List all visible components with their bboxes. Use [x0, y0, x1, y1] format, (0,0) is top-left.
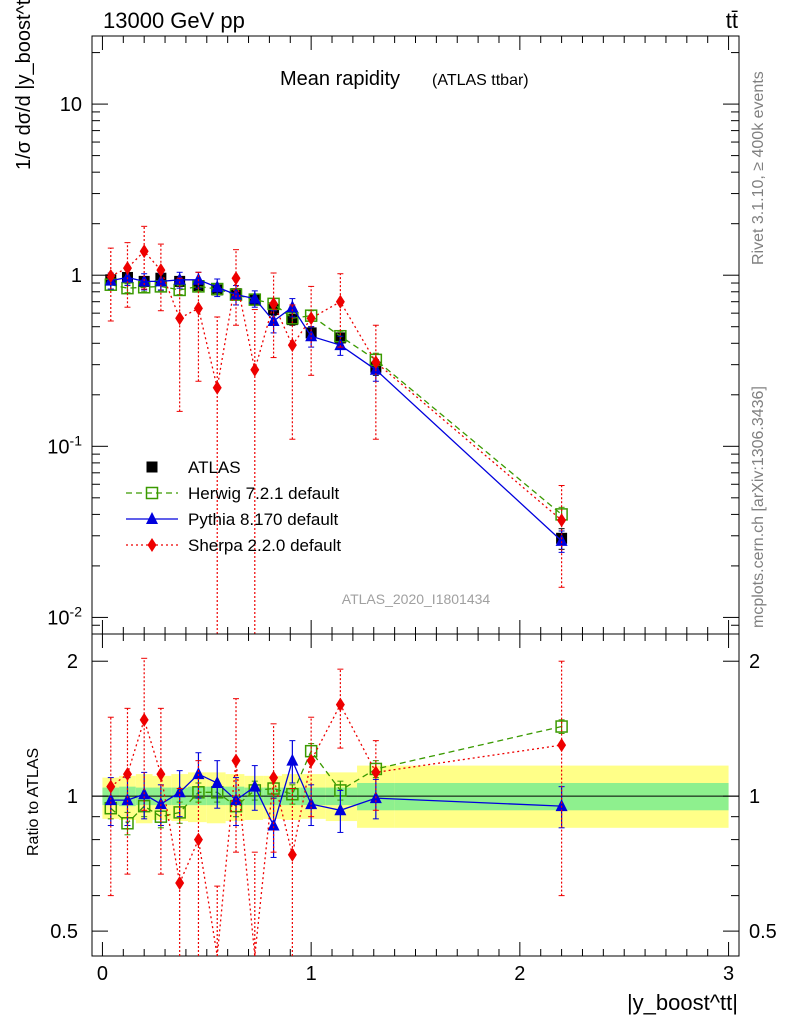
sherpa-data-point	[139, 244, 149, 259]
legend-marker-pythia	[146, 512, 158, 524]
sherpa-data-point	[122, 767, 132, 782]
pythia-data-point	[192, 767, 205, 780]
legend-marker-atlas	[146, 461, 158, 473]
pythia-data-point	[154, 274, 167, 287]
legend-label-atlas: ATLAS	[188, 458, 241, 477]
main-subtitle: (ATLAS ttbar)	[432, 72, 529, 89]
y-tick-label-right: 2	[749, 651, 760, 673]
sherpa-data-point	[371, 765, 381, 780]
sherpa-data-point	[250, 362, 260, 377]
sherpa-data-point	[269, 296, 279, 311]
y-tick-label: 0.5	[50, 921, 78, 943]
pythia-data-point	[555, 799, 568, 812]
pythia-data-point	[334, 803, 347, 816]
x-axis-label: |y_boost^tt|	[627, 990, 738, 1015]
pythia-data-point	[121, 793, 134, 806]
herwig-series-line	[110, 284, 563, 515]
ratio-ylabel: Ratio to ATLAS	[25, 748, 42, 856]
y-tick-label: 10-2	[47, 603, 82, 629]
sherpa-data-point	[306, 311, 316, 326]
sherpa-data-point	[231, 271, 241, 286]
pythia-data-point	[248, 291, 261, 304]
sherpa-data-point	[175, 311, 185, 326]
process-label: tt̄	[726, 8, 738, 33]
legend-marker-sherpa	[147, 538, 157, 552]
pythia-data-point	[230, 287, 243, 300]
pythia-data-point	[211, 775, 224, 788]
main-ylabel: 1/σ dσ/d |y_boost^tt|	[13, 0, 35, 170]
sherpa-data-point	[269, 770, 279, 785]
y-tick-label-right: 1	[749, 786, 760, 808]
sherpa-data-point	[231, 753, 241, 768]
pythia-data-point	[248, 779, 261, 792]
y-tick-label-right: 0.5	[749, 921, 777, 943]
sherpa-data-point	[287, 847, 297, 862]
mcplots-label: mcplots.cern.ch [arXiv:1306.3436]	[750, 386, 767, 628]
pythia-data-point	[211, 280, 224, 293]
x-tick-label: 3	[723, 963, 734, 985]
pythia-data-point	[154, 797, 167, 810]
main-ylabel-text: 1/σ dσ/d |y_boost^tt|	[13, 0, 35, 170]
y-tick-label: 10	[60, 94, 82, 116]
pythia-data-point	[267, 818, 280, 831]
sherpa-data-point	[306, 753, 316, 768]
herwig-data-point	[555, 720, 568, 733]
ratio-panel: 0 1 2 3 0.5 0.5 1 1 2 2 Ratio to ATLAS	[25, 633, 777, 985]
pythia-data-point	[192, 272, 205, 285]
pythia-data-point	[121, 270, 134, 283]
sherpa-data-point	[122, 261, 132, 276]
y-tick-label: 2	[67, 651, 78, 673]
x-tick-label: 0	[97, 963, 108, 985]
sherpa-data-point	[106, 779, 116, 794]
pythia-data-point	[555, 533, 568, 546]
sherpa-data-point	[139, 712, 149, 727]
legend-label-sherpa: Sherpa 2.2.0 default	[188, 536, 341, 555]
sherpa-data-point	[335, 294, 345, 309]
sherpa-data-point	[156, 263, 166, 278]
sherpa-data-point	[287, 338, 297, 353]
legend-label-herwig: Herwig 7.2.1 default	[188, 484, 339, 503]
legend-label-pythia: Pythia 8.170 default	[188, 510, 339, 529]
energy-label: 13000 GeV pp	[103, 8, 245, 33]
y-tick-label: 10-1	[47, 432, 82, 458]
y-tick-label: 1	[71, 265, 82, 287]
legend: ATLAS Herwig 7.2.1 default Pythia 8.170 de…	[126, 458, 341, 555]
sherpa-data-point	[193, 301, 203, 316]
pythia-data-point	[286, 753, 299, 766]
sherpa-series-line	[110, 250, 563, 521]
sherpa-data-point	[557, 513, 567, 528]
x-tick-label: 1	[306, 963, 317, 985]
analysis-watermark: ATLAS_2020_I1801434	[342, 591, 491, 607]
x-tick-label: 2	[514, 963, 525, 985]
sherpa-data-point	[156, 767, 166, 782]
y-tick-label: 1	[67, 786, 78, 808]
sherpa-data-point	[193, 832, 203, 847]
sherpa-data-point	[106, 268, 116, 283]
sherpa-data-point	[335, 697, 345, 712]
sherpa-data-point	[212, 380, 222, 395]
legend-marker-herwig	[145, 486, 159, 500]
sherpa-data-point	[557, 738, 567, 753]
rivet-label: Rivet 3.1.10, ≥ 400k events	[750, 71, 767, 265]
sherpa-data-point	[371, 355, 381, 370]
main-title: Mean rapidity	[280, 68, 400, 90]
sherpa-series-line	[110, 703, 562, 957]
sherpa-data-point	[175, 876, 185, 891]
